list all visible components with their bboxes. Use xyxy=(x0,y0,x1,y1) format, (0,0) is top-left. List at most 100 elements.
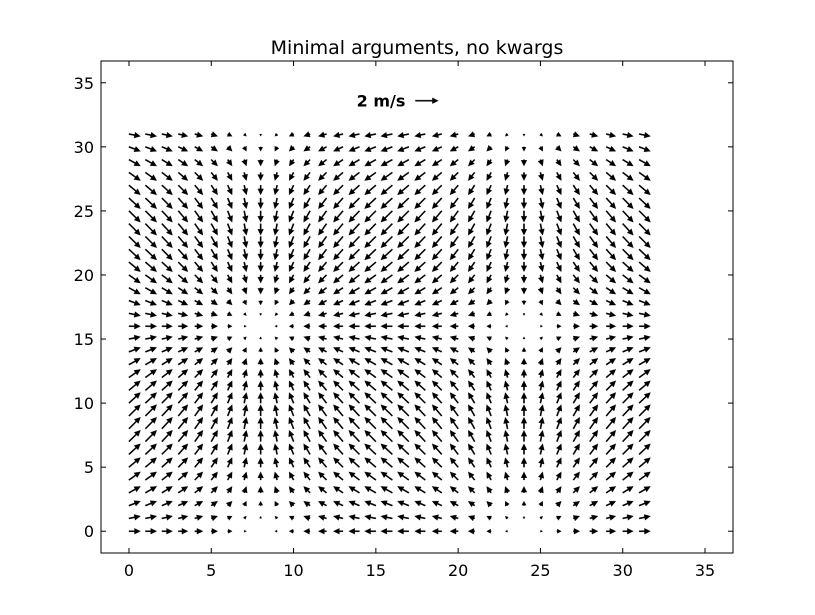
quiver-arrow xyxy=(288,323,294,329)
quiver-arrow xyxy=(638,346,651,353)
quiver-arrow xyxy=(210,443,218,455)
quiver-arrow xyxy=(318,131,327,138)
quiver-arrow xyxy=(241,380,249,391)
quiver-arrow xyxy=(638,514,651,521)
quiver-arrow xyxy=(540,529,543,533)
quiver-arrow xyxy=(272,404,280,417)
quiver-arrow xyxy=(589,404,599,417)
quiver-arrow xyxy=(161,346,173,353)
quiver-arrow xyxy=(348,131,360,139)
quiver-arrow xyxy=(364,334,377,342)
quiver-arrow xyxy=(414,429,426,443)
quiver-arrow xyxy=(638,235,651,249)
quiver-arrow xyxy=(486,298,493,306)
quiver-arrow xyxy=(128,528,141,535)
quiver-arrow xyxy=(241,347,247,353)
quiver-arrow xyxy=(572,404,580,417)
quiver-arrow xyxy=(380,457,393,468)
quiver-arrow xyxy=(449,274,459,284)
quiver-arrow xyxy=(318,486,328,494)
quiver-arrow xyxy=(486,380,493,391)
quiver-arrow xyxy=(468,248,476,261)
quiver-arrow xyxy=(364,369,377,379)
quiver-arrow xyxy=(259,336,262,340)
quiver-arrow xyxy=(364,248,377,261)
quiver-arrow xyxy=(128,500,141,507)
quiver-arrow xyxy=(145,346,158,353)
quiver-arrow xyxy=(144,430,157,443)
quiver-arrow xyxy=(486,323,492,329)
quiver-arrow xyxy=(303,500,311,508)
quiver-arrow xyxy=(210,457,218,468)
quiver-arrow xyxy=(318,392,328,404)
quiver-arrow xyxy=(257,274,264,284)
quiver-arrow xyxy=(194,197,204,209)
quiver-arrow xyxy=(431,457,443,468)
quiver-arrow xyxy=(486,171,493,181)
quiver-arrow xyxy=(177,457,189,468)
quiver-arrow xyxy=(288,171,295,181)
quiver-arrow xyxy=(273,274,280,284)
quiver-arrow xyxy=(333,311,344,318)
quiver-arrow xyxy=(303,171,311,181)
quiver-arrow xyxy=(622,369,634,379)
quiver-arrow xyxy=(303,287,311,295)
quiver-arrow xyxy=(538,380,545,391)
quiver-arrow xyxy=(144,223,157,236)
quiver-arrow xyxy=(348,514,360,521)
quiver-arrow xyxy=(333,416,344,430)
quiver-arrow xyxy=(431,235,443,249)
quiver-arrow xyxy=(573,323,581,330)
quiver-arrow xyxy=(348,471,361,481)
quiver-arrow xyxy=(397,443,410,456)
quiver-arrow xyxy=(242,404,249,417)
quiver-arrow xyxy=(414,210,426,223)
quiver-arrow xyxy=(177,210,189,223)
quiver-arrow xyxy=(242,197,249,210)
quiver-arrow xyxy=(364,311,377,318)
quiver-arrow xyxy=(572,471,580,481)
quiver-arrow xyxy=(505,336,509,341)
quiver-arrow xyxy=(397,380,410,391)
quiver-arrow xyxy=(414,369,426,379)
quiver-arrow xyxy=(605,261,617,272)
quiver-arrow xyxy=(161,235,173,249)
quiver-arrow xyxy=(589,171,599,181)
quiver-arrow xyxy=(638,210,651,223)
quiver-arrow xyxy=(272,236,280,249)
quiver-arrow xyxy=(572,298,581,306)
quiver-arrow xyxy=(303,184,311,196)
quiver-arrow xyxy=(380,416,393,430)
quiver-arrow xyxy=(128,235,141,249)
quiver-arrow xyxy=(380,132,393,139)
quiver-arrow xyxy=(145,323,158,330)
quiver-arrow xyxy=(485,236,492,249)
quiver-arrow xyxy=(503,457,510,468)
quiver-arrow xyxy=(318,347,327,354)
quiver-arrow xyxy=(333,158,344,167)
quiver-arrow xyxy=(241,287,248,295)
quiver-arrow xyxy=(364,416,377,430)
quiver-arrow xyxy=(538,429,545,442)
quiver-arrow xyxy=(622,248,634,261)
quiver-arrow xyxy=(572,248,580,261)
quiver-arrow xyxy=(468,274,476,284)
quiver-arrow xyxy=(467,298,476,306)
quiver-arrow xyxy=(520,392,528,404)
quiver-arrow xyxy=(226,369,233,378)
quiver-arrow xyxy=(274,336,279,341)
quiver-arrow xyxy=(449,299,459,306)
quiver-arrow xyxy=(414,223,426,236)
quiver-arrow xyxy=(210,369,218,379)
quiver-arrow xyxy=(589,131,599,138)
quiver-arrow xyxy=(414,404,426,417)
quiver-arrow xyxy=(589,457,599,468)
quiver-arrow xyxy=(555,380,562,391)
quiver-arrow xyxy=(572,515,581,522)
quiver-arrow xyxy=(227,528,233,534)
quiver-arrow xyxy=(397,430,410,443)
quiver-arrow xyxy=(194,131,204,138)
quiver-arrow xyxy=(364,514,377,521)
quiver-arrow xyxy=(589,528,599,535)
quiver-arrow xyxy=(503,172,510,181)
